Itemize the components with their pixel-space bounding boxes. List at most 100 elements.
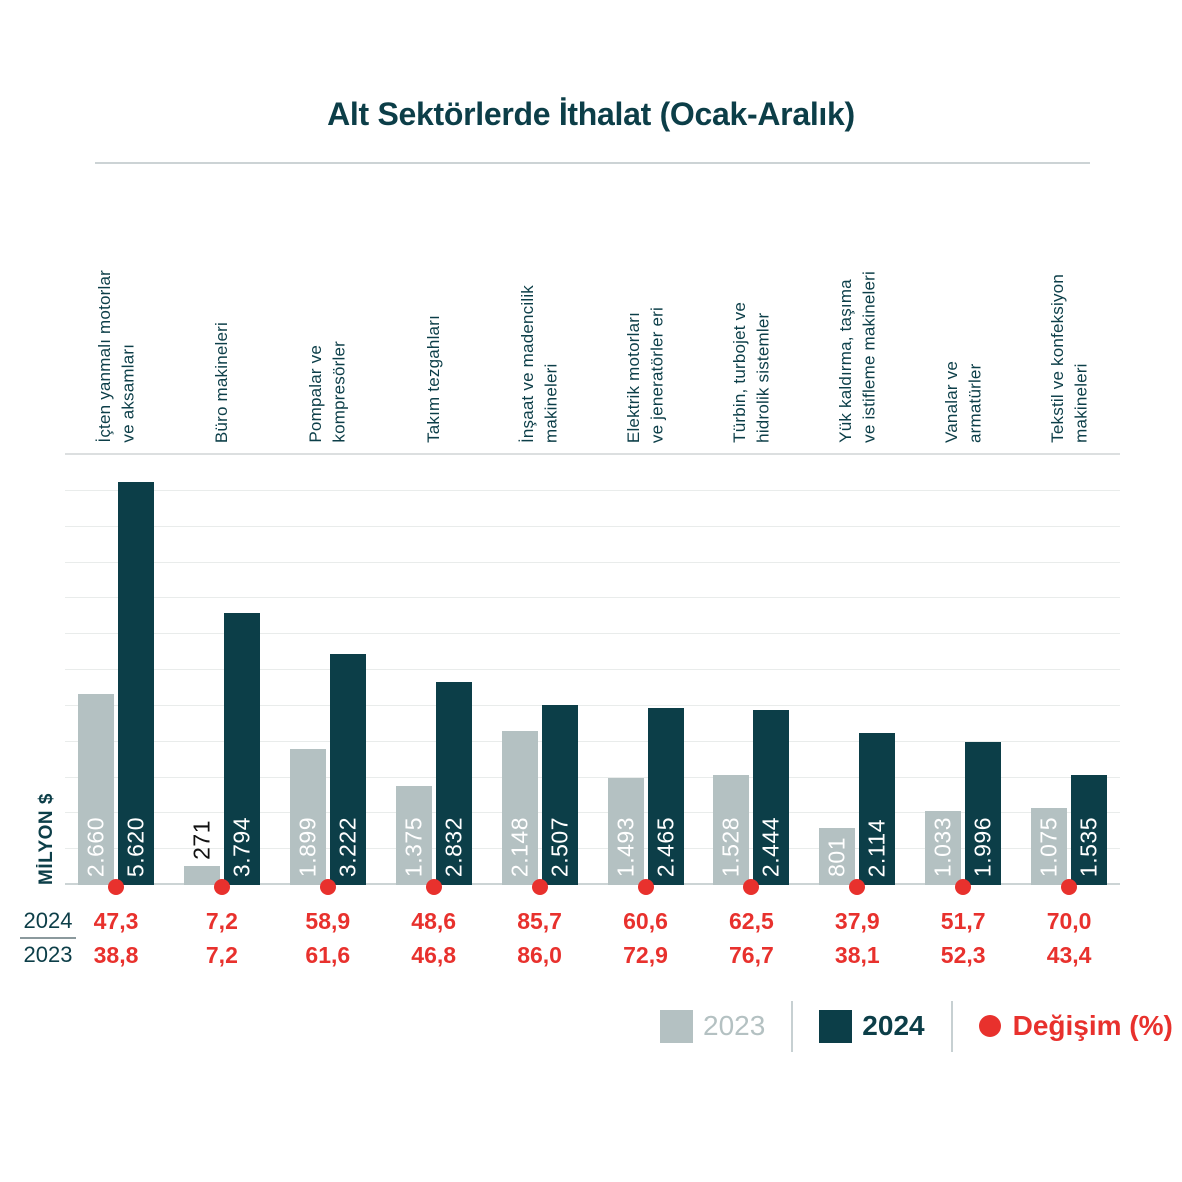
pct-value-2023: 46,8 [411, 942, 457, 968]
bar-chart-plot: 2.660 5.620 271 3.794 1.899 3.222 1.375 2.832 2.… [65, 453, 1120, 895]
gridline [65, 597, 1120, 599]
bar-2023: 1.899 [289, 749, 326, 885]
bar-value-label: 801 [823, 837, 850, 877]
change-dot-icon [955, 879, 972, 895]
y-axis-label-wrap: MİLYON $ [32, 770, 62, 885]
pct-value-2024: 37,9 [834, 908, 880, 934]
pct-value-2024: 7,2 [205, 908, 238, 934]
category-label: Pompalar ve kompresörler [306, 341, 349, 443]
pct-row-2023: 38,8 7,2 61,6 46,8 86,0 72,9 76,7 38,1 52,3 43,4 [0, 940, 1182, 970]
legend-label-change: Değişim (%) [1012, 1010, 1173, 1041]
pct-value-2023: 43,4 [1046, 942, 1092, 968]
bar-2023: 1.075 [1031, 808, 1068, 885]
bar-value-label: 2.114 [863, 818, 890, 877]
bar-value-label: 1.375 [400, 816, 427, 877]
pct-row-divider [20, 937, 76, 939]
pct-row-2024: 47,3 7,2 58,9 48,6 85,7 60,6 62,5 37,9 51,7 70,0 [0, 906, 1182, 936]
bar-value-label: 2.444 [757, 816, 784, 877]
pct-value-2024: 51,7 [940, 908, 986, 934]
pct-value-2023: 7,2 [205, 942, 238, 968]
category-label: Tekstil ve konfeksiyon makineleri [1047, 274, 1091, 443]
bar-value-label: 3.222 [334, 816, 361, 877]
legend-swatch-2024 [819, 1009, 853, 1043]
change-dot-icon [743, 879, 760, 895]
pct-row-label-2023: 2023 [23, 942, 73, 967]
change-dot-icon [108, 879, 124, 895]
gridline [65, 525, 1120, 527]
category-label: Vanalar ve armatürler [941, 360, 985, 443]
bar-2024: 2.444 [753, 710, 790, 885]
bar-value-label: 2.660 [82, 816, 109, 877]
legend-label-2024: 2024 [862, 1010, 925, 1041]
pct-value-2024: 85,7 [517, 908, 562, 934]
bar-2023: 271 [183, 820, 220, 885]
bar-2024: 2.832 [435, 682, 472, 885]
gridline [65, 453, 1120, 455]
bar-value-label: 1.033 [929, 816, 956, 877]
bar-value-label: 1.535 [1075, 816, 1102, 877]
pct-row-label-2024: 2024 [23, 908, 73, 933]
bar-2023: 1.528 [713, 775, 750, 885]
gridline [65, 812, 1120, 814]
gridline [65, 704, 1120, 706]
category-label: İnşaat ve madencilik makineleri [518, 284, 561, 443]
change-dot-icon [849, 879, 866, 895]
pct-value-2024: 70,0 [1046, 908, 1092, 934]
bar-2023: 801 [819, 828, 856, 885]
gridline [65, 561, 1120, 563]
gridline [65, 883, 1120, 885]
bar-2024: 2.507 [541, 705, 578, 885]
bar-value-label: 1.075 [1035, 816, 1062, 877]
change-dot-icon [319, 879, 336, 895]
bar-2023: 1.033 [925, 811, 962, 885]
pct-value-2023: 38,1 [834, 942, 880, 968]
pct-value-2023: 86,0 [517, 942, 562, 968]
pct-value-2024: 47,3 [93, 908, 139, 934]
chart-title: Alt Sektörlerde İthalat (Ocak-Aralık) [327, 96, 855, 132]
category-label: Büro makineleri [212, 321, 232, 443]
bar-2023: 2.148 [501, 731, 538, 885]
pct-value-2024: 60,6 [623, 908, 668, 934]
gridline [65, 669, 1120, 670]
bar-value-label: 3.794 [228, 816, 255, 877]
bar-2024: 1.996 [965, 742, 1002, 885]
bar-value-label: 2.832 [440, 816, 467, 877]
bar-2024: 5.620 [118, 482, 154, 885]
gridline [65, 740, 1120, 742]
bar-2024: 3.794 [223, 613, 260, 885]
pct-value-2023: 76,7 [729, 942, 774, 968]
bar-2023: 1.493 [607, 778, 644, 885]
change-dot-icon [1061, 879, 1078, 895]
bar-2024: 2.465 [647, 708, 684, 885]
bar-value-label: 1.493 [612, 816, 638, 877]
y-axis-label: MİLYON $ [36, 793, 57, 885]
pct-value-2023: 52,3 [940, 942, 986, 968]
bar-2023: 2.660 [78, 694, 114, 885]
legend-change-dot-icon [978, 1015, 1001, 1037]
legend-divider [950, 1000, 953, 1052]
pct-value-2024: 48,6 [411, 908, 457, 934]
legend-label-2023: 2023 [703, 1010, 766, 1041]
title-divider [95, 162, 1090, 164]
bar-value-label: 5.620 [122, 816, 149, 877]
bar-value-label: 2.465 [652, 816, 678, 877]
pct-value-2023: 38,8 [93, 942, 139, 968]
category-label: Türbin, turbojet ve hidrolik sistemler [729, 302, 773, 443]
legend: 2023 2024 Değişim (%) [660, 1000, 1173, 1052]
gridline [65, 848, 1120, 850]
change-dot-icon [531, 879, 548, 895]
bar-value-label: 2.507 [546, 816, 573, 877]
change-dot-icon [637, 879, 654, 895]
bar-value-label: 271 [188, 820, 215, 860]
legend-swatch-2023 [660, 1009, 693, 1043]
bar-2024: 1.535 [1071, 775, 1108, 885]
bar-value-label: 1.996 [969, 816, 996, 877]
bar-2023: 1.375 [395, 786, 432, 885]
bar-value-label: 2.148 [506, 816, 533, 877]
pct-value-2024: 62,5 [729, 908, 774, 934]
pct-value-2023: 72,9 [623, 942, 668, 968]
bar-2024: 3.222 [329, 654, 366, 885]
gridline [65, 633, 1120, 635]
bar-value-label: 1.528 [717, 816, 744, 877]
category-label-wrap: Tekstil ve konfeksiyon makineleri [1004, 185, 1134, 443]
